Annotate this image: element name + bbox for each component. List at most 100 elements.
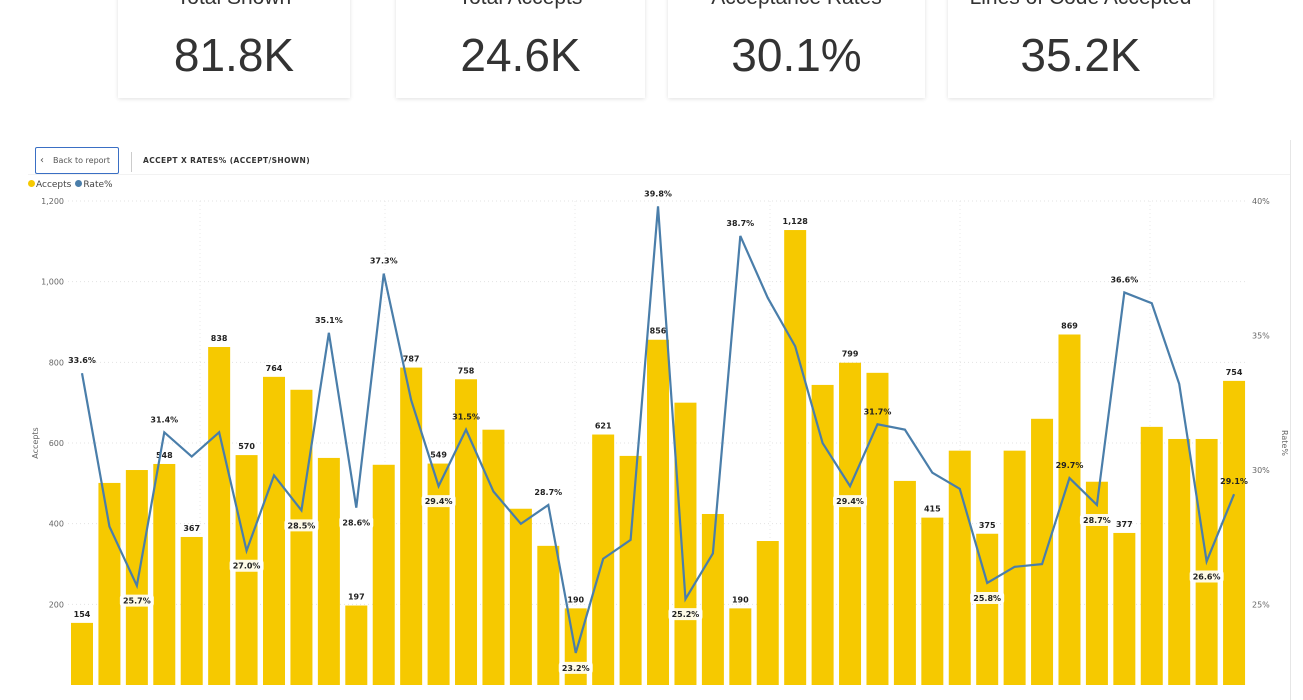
card-title: Total Accepts — [396, 0, 645, 10]
rate-data-label: 38.7% — [726, 219, 754, 228]
bar-accepts — [290, 389, 313, 685]
bar-data-label: 197 — [348, 593, 365, 602]
rate-data-label: 37.3% — [370, 257, 398, 266]
rate-label-bg — [1189, 570, 1224, 583]
back-label: Back to report — [53, 156, 110, 165]
rate-label-bg — [421, 495, 456, 508]
bar-accepts — [1058, 334, 1081, 685]
bar-accepts — [921, 517, 944, 685]
bar-data-label: 838 — [211, 334, 228, 343]
bar-accepts — [619, 455, 642, 685]
rate-data-label: 28.6% — [342, 519, 370, 528]
bar-data-label: 190 — [732, 595, 749, 604]
rate-label-bg — [833, 495, 868, 508]
bar-accepts — [509, 508, 532, 685]
bar-accepts — [1113, 532, 1136, 685]
bar-accepts — [948, 450, 971, 685]
back-to-report-button[interactable]: ‹ Back to report — [35, 147, 119, 174]
divider — [131, 152, 132, 172]
card-total-shown: Total Shown 81.8K — [118, 0, 350, 98]
y-tick-label: 800 — [49, 358, 64, 367]
rate-data-label: 35.1% — [315, 316, 343, 325]
chevron-left-icon: ‹ — [40, 155, 44, 166]
combo-chart: 1,200 1,000 800 600 400 200 40% 35% 30% 25% Accept… — [31, 189, 1289, 685]
bar-data-label: 570 — [238, 442, 255, 451]
bar-data-label: 549 — [430, 451, 447, 460]
rate-data-label: 29.1% — [1220, 477, 1248, 486]
rate-data-label: 26.6% — [1193, 572, 1221, 581]
rate-data-label: 25.8% — [973, 594, 1001, 603]
bar-accepts — [400, 367, 423, 685]
y-tick-label: 200 — [49, 600, 64, 609]
bar-accepts — [729, 608, 752, 685]
rate-data-label: 25.7% — [123, 597, 151, 606]
bar-accepts — [701, 513, 724, 685]
y2-tick-label: 30% — [1252, 466, 1270, 475]
rate-data-label: 39.8% — [644, 189, 672, 198]
legend: Accepts Rate% — [28, 180, 113, 190]
bar-data-label: 621 — [595, 422, 612, 431]
rate-data-label: 29.4% — [836, 497, 864, 506]
bar-data-label: 869 — [1061, 322, 1078, 331]
bar-accepts — [317, 457, 340, 685]
visual-title: ACCEPT X RATES% (ACCEPT/SHOWN) — [143, 156, 311, 165]
bar-data-label: 799 — [842, 350, 859, 359]
y-axis-title: Accepts — [31, 427, 40, 458]
bar-data-label: 1,128 — [783, 217, 809, 226]
bar-data-label: 787 — [403, 355, 420, 364]
bar-data-label: 190 — [567, 595, 584, 604]
bar-data-label: 415 — [924, 505, 941, 514]
divider — [28, 174, 1290, 175]
bar-accepts — [455, 379, 478, 685]
bar-accepts — [1140, 426, 1163, 685]
card-title: Acceptance Rates — [668, 0, 925, 10]
bar-accepts — [647, 339, 670, 685]
y2-tick-label: 25% — [1252, 601, 1270, 610]
chart-visual: ‹ Back to report ACCEPT X RATES% (ACCEPT… — [28, 140, 1291, 700]
rate-data-label: 31.5% — [452, 413, 480, 422]
y2-tick-label: 35% — [1252, 332, 1270, 341]
card-value: 24.6K — [460, 29, 581, 81]
bar-accepts — [866, 372, 889, 685]
bar-data-label: 754 — [1226, 368, 1243, 377]
y-tick-label: 400 — [49, 520, 64, 529]
bar-data-label: 856 — [650, 327, 667, 336]
card-title: Lines of Code Accepted — [948, 0, 1213, 10]
y-tick-label: 600 — [49, 439, 64, 448]
bar-accepts — [1168, 438, 1191, 685]
bar-accepts — [1031, 418, 1054, 685]
card-acceptance-rates: Acceptance Rates 30.1% — [668, 0, 925, 98]
rate-data-label: 29.7% — [1056, 461, 1084, 470]
bar-accepts — [839, 362, 862, 685]
y-tick-label: 1,000 — [41, 278, 64, 287]
rate-data-label: 28.5% — [288, 521, 316, 530]
bar-data-label: 375 — [979, 521, 996, 530]
rate-label-bg — [1079, 513, 1114, 526]
card-value: 35.2K — [1020, 29, 1141, 81]
bar-accepts — [208, 347, 231, 685]
bar-accepts — [263, 376, 286, 685]
bar-accepts — [482, 429, 505, 685]
rate-data-label: 27.0% — [233, 562, 261, 571]
bar-data-label: 377 — [1116, 520, 1133, 529]
bar-accepts — [537, 545, 560, 685]
bar-accepts — [98, 482, 121, 685]
bar-accepts — [784, 230, 807, 685]
rate-data-label: 29.4% — [425, 497, 453, 506]
bar-data-label: 548 — [156, 451, 173, 460]
legend-item-rate[interactable]: Rate% — [75, 180, 113, 190]
card-value: 81.8K — [173, 29, 295, 81]
card-lines-of-code-accepted: Lines of Code Accepted 35.2K — [948, 0, 1213, 98]
rate-line — [80, 206, 1236, 654]
card-title: Total Shown — [118, 0, 350, 10]
bar-data-label: 154 — [74, 610, 91, 619]
bar-accepts — [1223, 380, 1246, 685]
legend-item-accepts[interactable]: Accepts — [28, 180, 71, 190]
bar-accepts — [893, 480, 916, 685]
card-value: 30.1% — [731, 29, 862, 81]
bar-accepts — [71, 622, 93, 685]
bar-accepts — [153, 463, 176, 685]
bar-accepts — [1085, 481, 1108, 685]
rate-data-label: 23.2% — [562, 664, 590, 673]
bar-accepts — [345, 605, 368, 685]
